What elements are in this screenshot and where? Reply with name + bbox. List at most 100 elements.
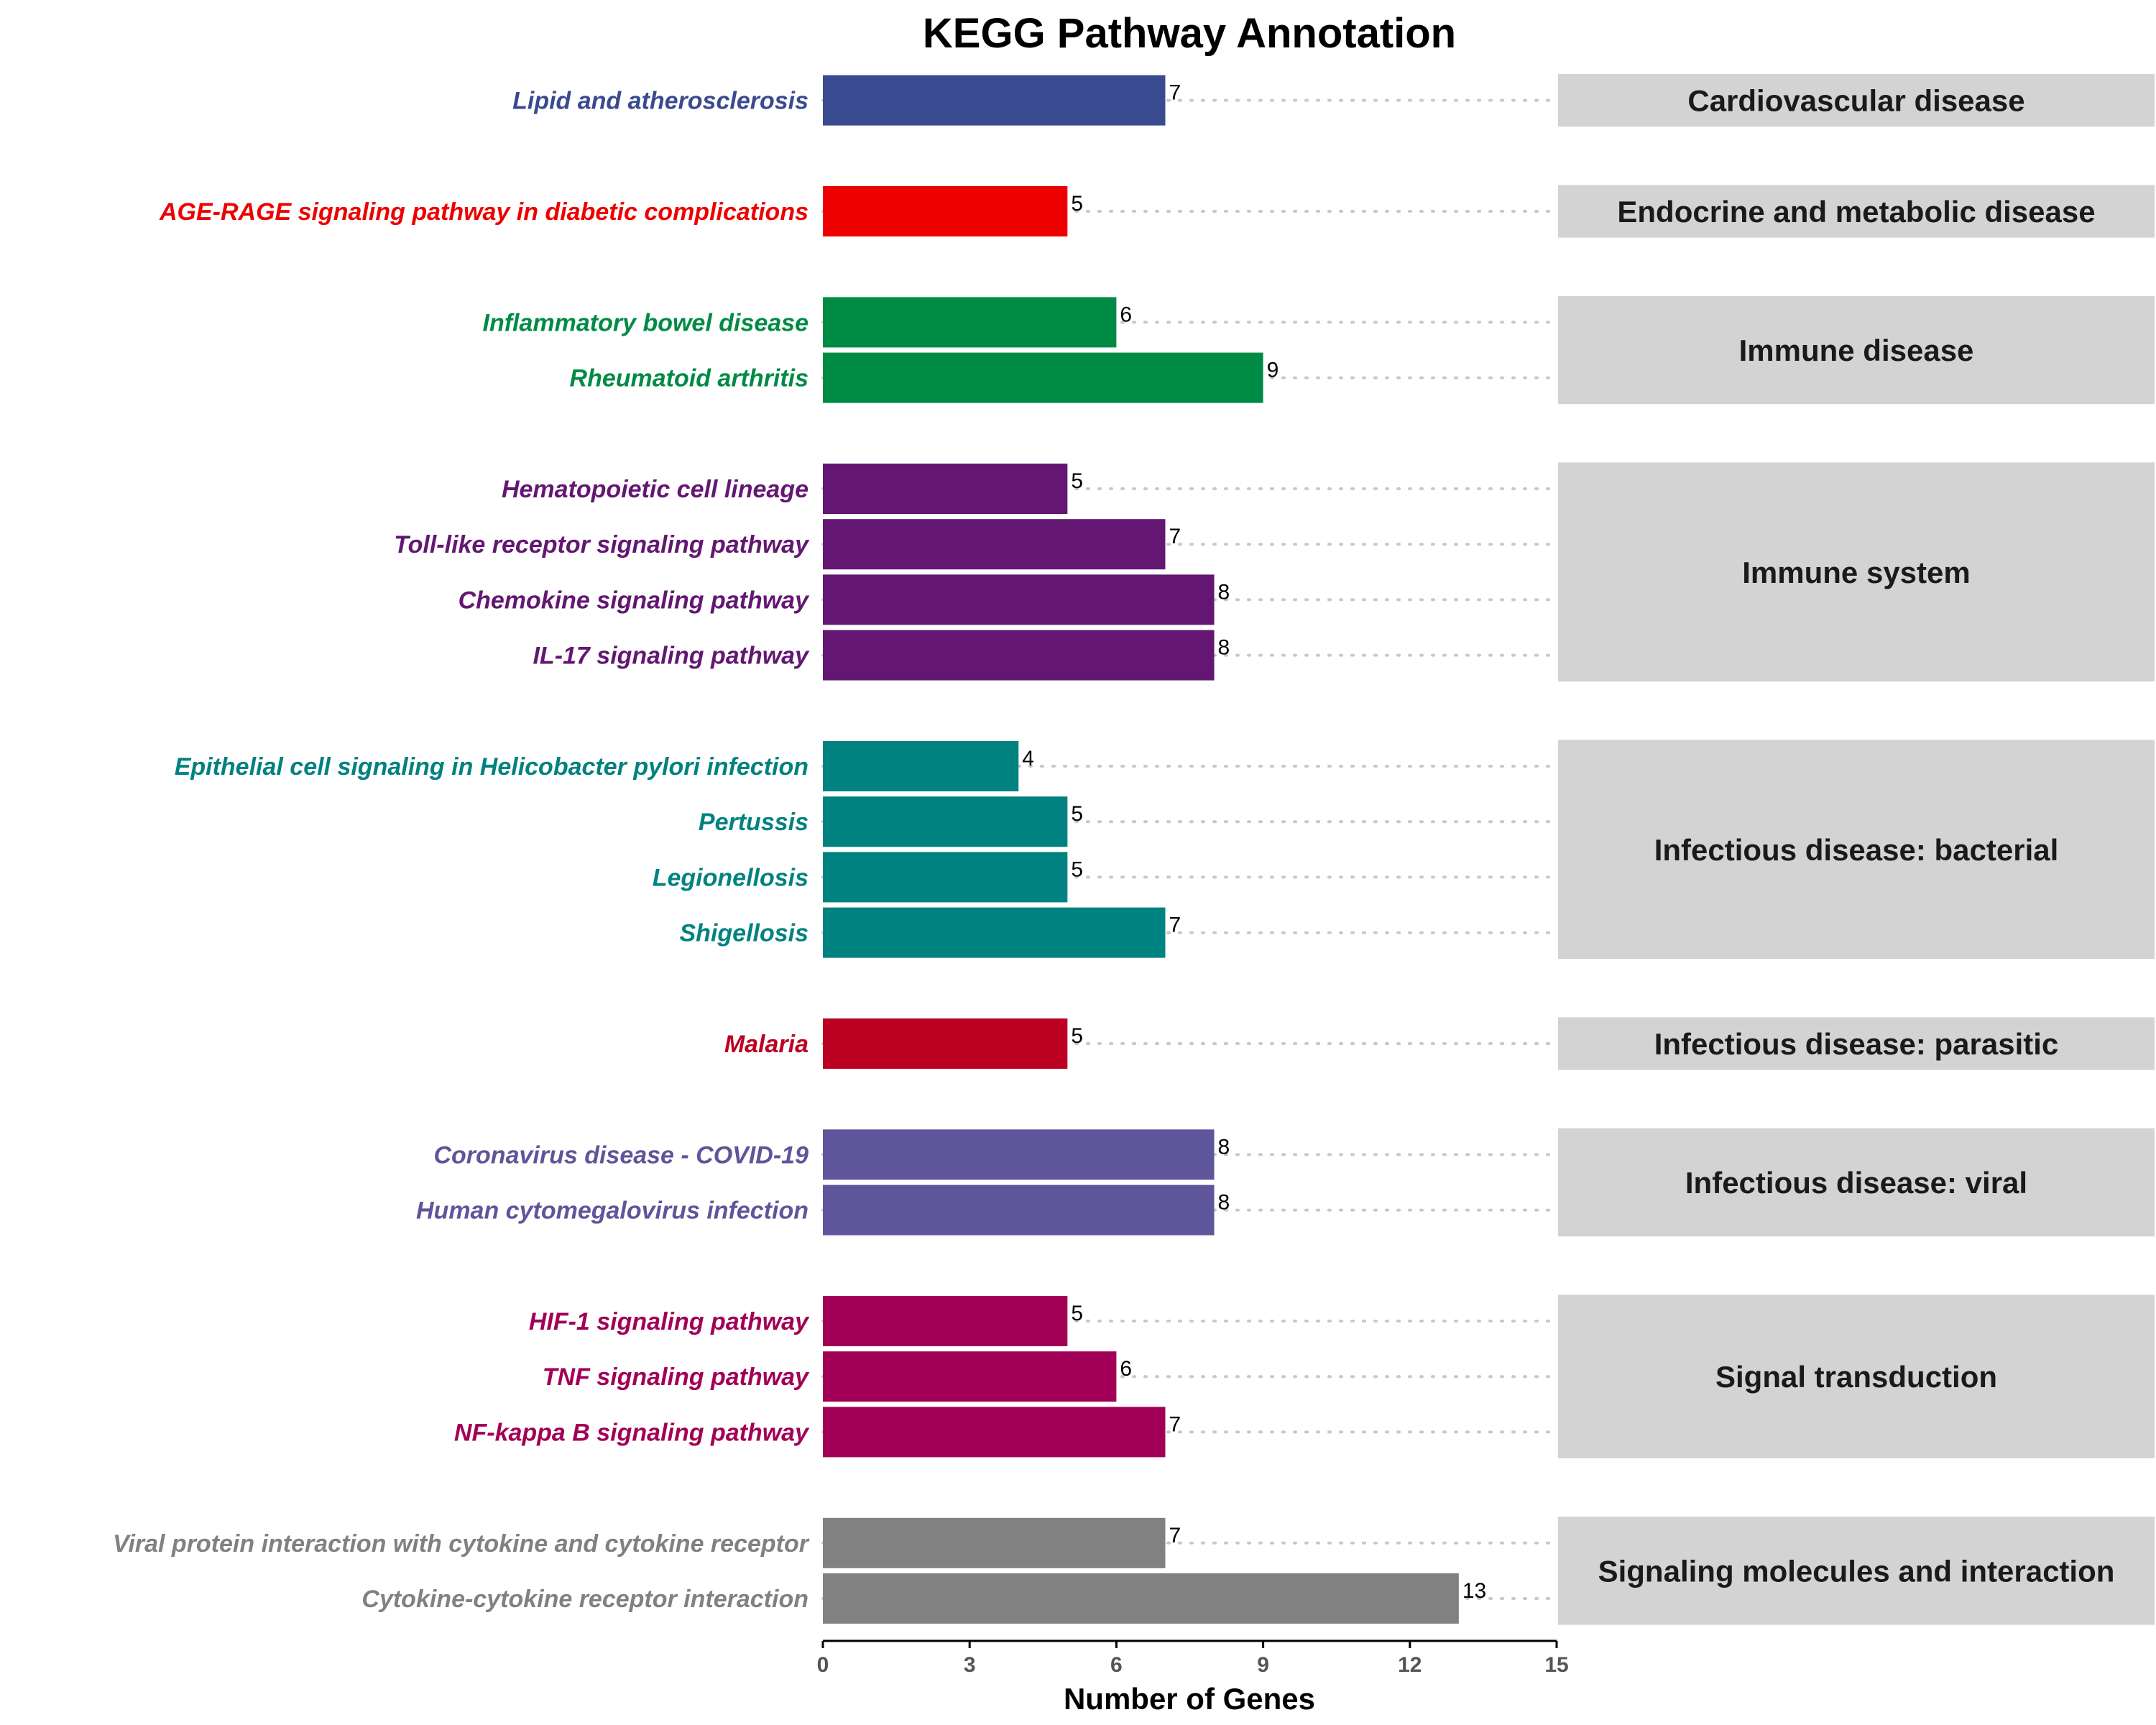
pathway-row: 8 Human cytomegalovirus infection: [416, 1184, 1558, 1236]
bar-value-label: 8: [1218, 580, 1230, 604]
pathway-row: 8 Chemokine signaling pathway: [459, 574, 1558, 625]
pathway-row: 7 Toll-like receptor signaling pathway: [394, 519, 1558, 570]
pathway-label: Pertussis: [699, 809, 808, 836]
pathway-label: Human cytomegalovirus infection: [416, 1197, 808, 1225]
category-label: Cardiovascular disease: [1687, 84, 2024, 118]
pathway-row: 7 Lipid and atherosclerosis: [512, 75, 1558, 126]
category-strip: Signaling molecules and interaction: [1558, 1517, 2155, 1625]
pathway-row: 5 Legionellosis: [653, 852, 1558, 903]
bar-value-label: 5: [1071, 1024, 1083, 1048]
bar: [823, 1184, 1215, 1236]
pathway-label: Shigellosis: [680, 920, 809, 947]
category-strip: Infectious disease: parasitic: [1558, 1017, 2155, 1070]
bar: [823, 519, 1166, 570]
bar-value-label: 5: [1071, 857, 1083, 881]
bar: [823, 1018, 1068, 1069]
category-strips: Cardiovascular disease Endocrine and meta…: [1558, 74, 2155, 1625]
bar-value-label: 8: [1218, 636, 1230, 660]
bar: [823, 1351, 1117, 1402]
bar: [823, 907, 1166, 958]
bar-value-label: 8: [1218, 1191, 1230, 1215]
pathway-row: 6 TNF signaling pathway: [543, 1351, 1558, 1402]
category-strip-background: [1558, 462, 2155, 682]
pathway-row: 13 Cytokine-cytokine receptor interaction: [361, 1573, 1558, 1624]
pathway-row: 7 NF-kappa B signaling pathway: [454, 1407, 1558, 1458]
category-strip-background: [1558, 740, 2155, 960]
category-strip: Endocrine and metabolic disease: [1558, 185, 2155, 238]
bar-value-label: 4: [1022, 747, 1034, 770]
x-tick-label: 12: [1398, 1653, 1422, 1677]
category-strip: Infectious disease: viral: [1558, 1128, 2155, 1237]
category-strip-background: [1558, 295, 2155, 405]
category-label: Infectious disease: parasitic: [1654, 1027, 2059, 1061]
bar: [823, 796, 1068, 847]
category-label: Immune disease: [1739, 334, 1974, 367]
bar-value-label: 7: [1169, 1412, 1181, 1436]
x-tick-label: 9: [1257, 1653, 1269, 1677]
category-label: Infectious disease: viral: [1685, 1166, 2027, 1200]
x-axis: 0 3 6 9 12 15: [817, 1639, 1569, 1677]
pathway-row: 5 Hematopoietic cell lineage: [502, 464, 1558, 514]
pathway-row: 8 Coronavirus disease - COVID-19: [433, 1129, 1558, 1180]
bar-value-label: 6: [1120, 303, 1132, 326]
bar-value-label: 7: [1169, 81, 1181, 105]
pathway-label: Hematopoietic cell lineage: [502, 476, 808, 503]
x-axis-title: Number of Genes: [1064, 1682, 1315, 1716]
bars-layer: 7 Lipid and atherosclerosis 5 AGE-RAGE sign…: [113, 75, 1558, 1624]
pathway-label: TNF signaling pathway: [543, 1363, 810, 1391]
bar: [823, 1296, 1068, 1346]
category-strip: Infectious disease: bacterial: [1558, 740, 2155, 960]
pathway-row: 6 Inflammatory bowel disease: [483, 297, 1558, 348]
bar-value-label: 5: [1071, 469, 1083, 493]
category-strip: Immune disease: [1558, 295, 2155, 405]
x-tick-label: 6: [1110, 1653, 1123, 1677]
category-strip: Signal transduction: [1558, 1294, 2155, 1458]
pathway-row: 7 Shigellosis: [680, 907, 1558, 958]
pathway-label: Coronavirus disease - COVID-19: [433, 1141, 808, 1169]
chart-title: KEGG Pathway Annotation: [923, 10, 1456, 57]
category-strip: Immune system: [1558, 462, 2155, 682]
bar: [823, 1573, 1459, 1624]
bar: [823, 1129, 1215, 1180]
category-strip-background: [1558, 1017, 2155, 1070]
bar-value-label: 5: [1071, 802, 1083, 826]
bar: [823, 574, 1215, 625]
pathway-row: 5 Malaria: [724, 1018, 1558, 1069]
x-tick-label: 0: [817, 1653, 829, 1677]
bar-value-label: 6: [1120, 1357, 1132, 1381]
pathway-row: 8 IL-17 signaling pathway: [533, 630, 1558, 681]
x-tick-label: 15: [1544, 1653, 1568, 1677]
pathway-label: Malaria: [724, 1031, 808, 1058]
bar-value-label: 5: [1071, 1302, 1083, 1325]
bar: [823, 186, 1068, 236]
category-label: Endocrine and metabolic disease: [1617, 195, 2095, 229]
pathway-row: 4 Epithelial cell signaling in Helicobact…: [175, 741, 1558, 791]
category-label: Immune system: [1742, 556, 1970, 589]
bar-value-label: 7: [1169, 525, 1181, 548]
category-strip-background: [1558, 74, 2155, 127]
pathway-label: NF-kappa B signaling pathway: [454, 1419, 810, 1446]
category-label: Signal transduction: [1715, 1360, 1997, 1394]
category-strip-background: [1558, 1517, 2155, 1625]
pathway-label: Toll-like receptor signaling pathway: [394, 531, 810, 558]
bar: [823, 464, 1068, 514]
pathway-label: Chemokine signaling pathway: [459, 586, 811, 614]
bar-value-label: 5: [1071, 192, 1083, 216]
pathway-row: 5 AGE-RAGE signaling pathway in diabetic …: [159, 186, 1558, 236]
pathway-row: 7 Viral protein interaction with cytokine…: [113, 1517, 1558, 1568]
pathway-row: 9 Rheumatoid arthritis: [570, 352, 1558, 403]
bar: [823, 741, 1019, 791]
bar: [823, 1407, 1166, 1458]
pathway-label: Epithelial cell signaling in Helicobacte…: [175, 753, 808, 781]
pathway-row: 5 HIF-1 signaling pathway: [529, 1296, 1558, 1346]
bar-value-label: 7: [1169, 1524, 1181, 1547]
pathway-label: Lipid and atherosclerosis: [512, 88, 808, 115]
bar: [823, 75, 1166, 126]
pathway-label: Viral protein interaction with cytokine …: [113, 1530, 810, 1558]
pathway-label: Legionellosis: [653, 864, 808, 891]
category-strip-background: [1558, 1294, 2155, 1458]
category-strip-background: [1558, 185, 2155, 238]
pathway-label: AGE-RAGE signaling pathway in diabetic c…: [159, 198, 808, 226]
pathway-row: 5 Pertussis: [699, 796, 1558, 847]
